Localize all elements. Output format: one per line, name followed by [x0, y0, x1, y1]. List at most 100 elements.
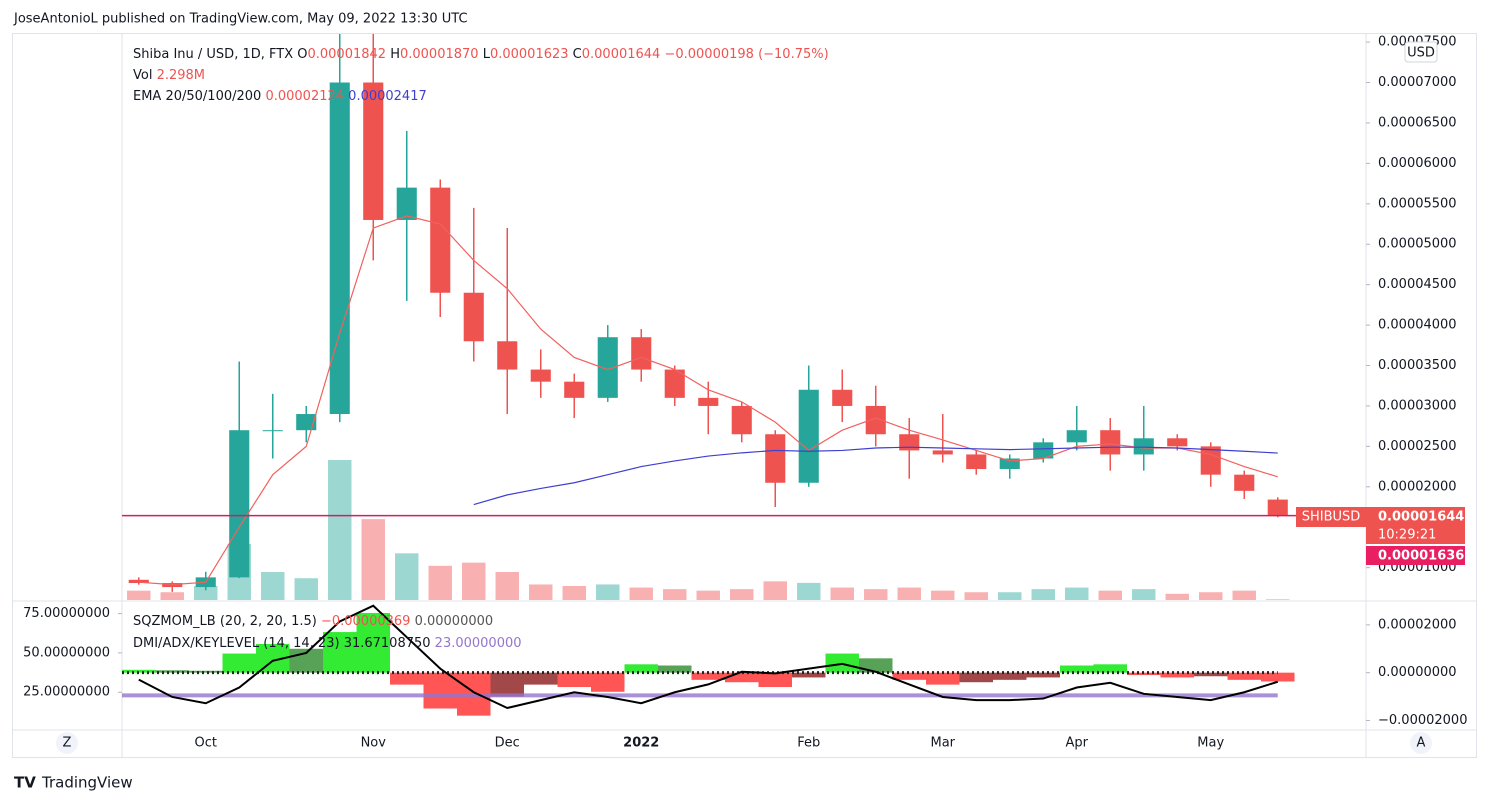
button[interactable] — [1410, 732, 1432, 754]
value: 31.67108750 — [344, 636, 431, 651]
candle-body — [363, 82, 384, 220]
ema-line — [138, 215, 1278, 586]
candle-body — [932, 450, 953, 455]
candle-body — [128, 579, 149, 584]
squeeze-bar — [1093, 664, 1127, 673]
x-tick-label: Feb — [797, 736, 820, 751]
ema-line — [473, 446, 1278, 506]
y-tick-label: 0.00005000 — [1378, 237, 1457, 252]
squeeze-bar — [591, 672, 625, 692]
candle-body — [664, 369, 685, 398]
symbol-tag-text: SHIBUSD — [1302, 510, 1361, 525]
volume-bar — [931, 590, 955, 600]
button-label[interactable]: A — [1417, 736, 1426, 751]
volume-bar — [1165, 593, 1189, 600]
volume-bar — [529, 584, 553, 600]
volume-bar — [1232, 590, 1256, 600]
y2-tick-label: 50.00000000 — [23, 645, 110, 660]
volume-bar — [495, 572, 519, 600]
y-tick-label: 0.00003000 — [1378, 398, 1457, 413]
squeeze-bar — [1060, 665, 1094, 673]
candle-body — [1066, 430, 1087, 443]
volume-bar — [629, 587, 653, 600]
x-tick-label: Apr — [1066, 736, 1089, 751]
change: −0.00000198 (−10.75%) — [664, 47, 828, 62]
y-tick-label: 0.00004000 — [1378, 318, 1457, 333]
currency-box[interactable] — [1404, 41, 1438, 63]
y-tick-label: 0.00002000 — [1378, 617, 1457, 632]
value: 0.00001870 — [400, 47, 479, 62]
plot: 0.000075000.000070000.000065000.00006000… — [23, 34, 1467, 751]
price-tag-text: 0.00001644 — [1378, 510, 1464, 525]
volume-bar — [1065, 587, 1089, 600]
y-tick-label: 0.00004500 — [1378, 277, 1457, 292]
squeeze-bar — [524, 672, 558, 685]
candle-body — [731, 405, 752, 435]
y-tick-label: 0.00006500 — [1378, 115, 1457, 130]
x-tick-label: Oct — [195, 736, 217, 751]
squeeze-bar — [1026, 672, 1060, 678]
value: 0.00000000 — [415, 614, 494, 629]
volume-bar — [1199, 592, 1223, 600]
y-tick-label: −0.00002000 — [1378, 713, 1467, 728]
volume-bar — [730, 589, 754, 600]
x-tick-label: 2022 — [623, 736, 659, 751]
legend-line: DMI/ADX/KEYLEVEL (14, 14, 23) 31.6710875… — [133, 636, 522, 651]
volume-bar — [328, 460, 352, 600]
volume-bar — [261, 572, 285, 600]
value: 0.00002417 — [348, 89, 427, 104]
volume-bar — [462, 562, 486, 600]
y-tick-label: 0.00005500 — [1378, 196, 1457, 211]
candle-body — [765, 434, 786, 483]
squeeze-bar — [222, 653, 256, 673]
volume-bar — [1132, 589, 1156, 600]
squeeze-bar — [993, 672, 1027, 680]
squeeze-bar — [356, 612, 390, 673]
bid-tag — [1366, 546, 1465, 565]
volume-bar — [160, 592, 184, 600]
candle-body — [530, 369, 551, 382]
candle-body — [597, 337, 618, 398]
symbol: Shiba Inu / USD, 1D, FTX — [133, 47, 293, 62]
adx-line — [138, 604, 1279, 710]
currency[interactable]: USD — [1407, 46, 1435, 61]
squeeze-bar — [691, 672, 725, 680]
button[interactable] — [56, 732, 78, 754]
volume-bar — [596, 584, 620, 600]
x-tick-label: Mar — [930, 736, 955, 751]
x-tick-label: May — [1197, 736, 1224, 751]
value: 23.00000000 — [435, 636, 522, 651]
label: L — [483, 47, 491, 62]
footer: TradingView — [41, 774, 133, 792]
squeeze-bar — [1194, 672, 1228, 677]
squeeze-bar — [323, 632, 357, 673]
candle-body — [899, 434, 920, 451]
symbol-tag — [1296, 507, 1366, 527]
volume-bar — [428, 565, 452, 600]
volume-bar — [696, 590, 720, 600]
y-tick-label: 0.00003500 — [1378, 358, 1457, 373]
label: C — [573, 47, 582, 62]
candle-body — [463, 292, 484, 342]
value: 0.00002124 — [265, 89, 344, 104]
volume-bar — [897, 587, 921, 600]
volume-bar — [830, 587, 854, 600]
bid-tag-text: 0.00001636 — [1378, 549, 1464, 564]
candle-body — [229, 430, 250, 578]
squeeze-bar — [959, 672, 993, 683]
squeeze-bar — [390, 672, 424, 685]
candle-body — [1167, 438, 1188, 447]
button-label[interactable]: Z — [63, 736, 72, 751]
squeeze-bar — [792, 672, 826, 678]
squeeze-bar — [892, 672, 926, 680]
value: −0.00000369 — [321, 614, 410, 629]
squeeze-bar — [557, 672, 591, 687]
candle-body — [698, 397, 719, 406]
frame — [12, 33, 1477, 758]
y-tick-label: 0.00006000 — [1378, 156, 1457, 171]
candle-body — [329, 82, 350, 415]
squeeze-bar — [1227, 672, 1261, 680]
price-tag — [1366, 507, 1465, 544]
candles — [128, 34, 1288, 592]
